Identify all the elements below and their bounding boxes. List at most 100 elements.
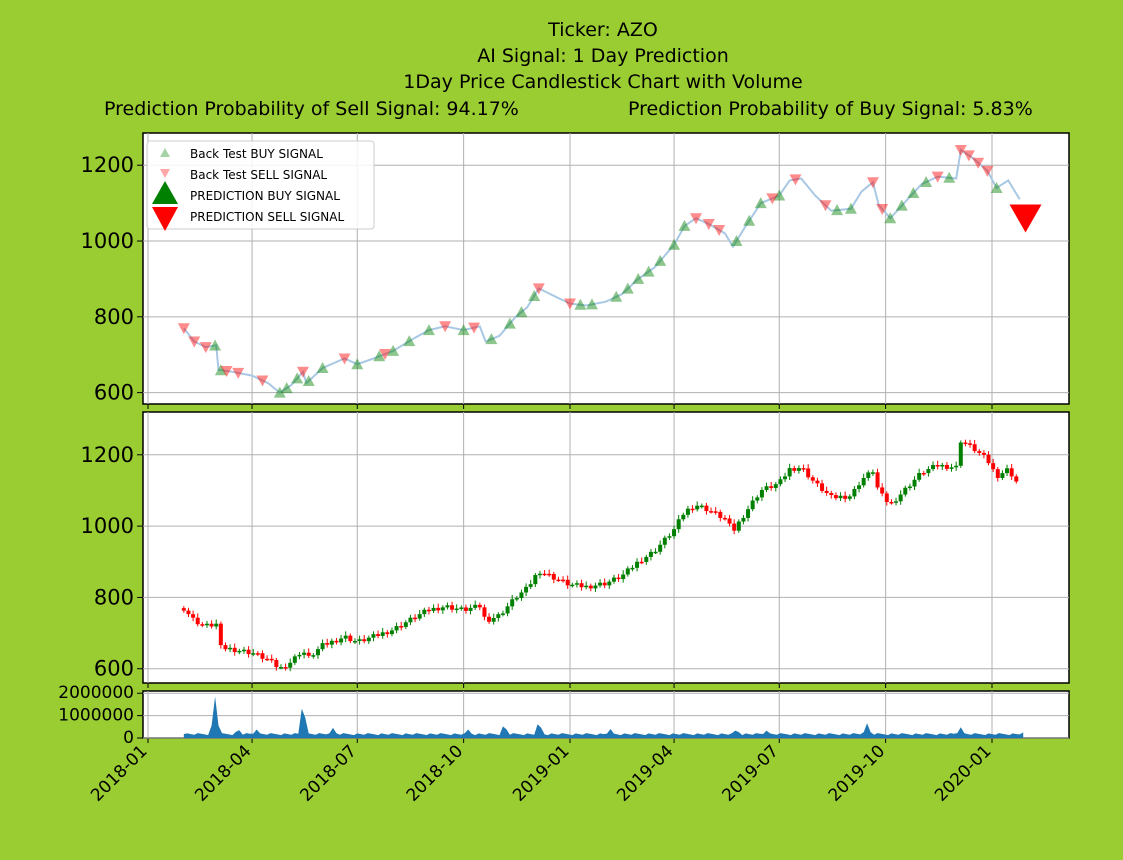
candle-body [242, 650, 246, 652]
title-line-2: AI Signal: 1 Day Prediction [477, 45, 729, 67]
candle-body [839, 496, 843, 498]
candle-body [395, 626, 399, 630]
candle-body [889, 502, 893, 504]
candle-body [237, 651, 241, 653]
candle-body [524, 587, 528, 593]
candle-body [931, 465, 935, 469]
legend-pred-buy-label: PREDICTION BUY SIGNAL [190, 189, 340, 203]
candle-body [515, 598, 519, 600]
candle-body [926, 469, 930, 473]
candle-body [663, 538, 667, 545]
candle-body [746, 509, 750, 518]
candle-body [556, 580, 560, 582]
candle-body [691, 509, 695, 511]
candle-body [580, 583, 584, 587]
candle-body [829, 493, 833, 495]
candle-body [367, 638, 371, 642]
candle-body [635, 562, 639, 568]
candle-body [547, 574, 551, 576]
x-tick-label: 2019-10 [825, 741, 889, 805]
candle-body [1000, 473, 1004, 478]
candle-body [621, 575, 625, 580]
candle-body [899, 495, 903, 502]
candle-body [566, 580, 570, 586]
candle-body [186, 611, 190, 615]
title-line-1: Ticker: AZO [547, 19, 658, 41]
y-tick-label: 1200 [81, 153, 134, 177]
candle-body [894, 501, 898, 503]
candle-body [552, 574, 556, 580]
candle-body [519, 592, 523, 598]
candle-body [459, 607, 463, 609]
candle-body [617, 578, 621, 580]
candle-body [408, 618, 412, 623]
candle-body [441, 607, 445, 610]
candle-body [279, 667, 283, 669]
candle-body [450, 605, 454, 609]
candle-body [469, 608, 473, 611]
candle-body [339, 639, 343, 643]
candle-body [506, 606, 510, 613]
candle-body [649, 552, 653, 557]
candle-body [913, 480, 917, 487]
candle-body [797, 468, 801, 471]
candle-body [755, 497, 759, 500]
candle-body [432, 608, 436, 611]
x-tick-label: 2018-07 [296, 741, 360, 805]
candle-body [182, 608, 186, 610]
candle-body [973, 444, 977, 451]
candle-body [543, 574, 547, 576]
candle-body [274, 660, 278, 667]
candle-body [478, 605, 482, 607]
candle-body [644, 557, 648, 562]
x-axis-ticks: 2018-01 2018-04 2018-07 2018-10 2019-01 2019-… [87, 741, 995, 805]
candle-body [843, 496, 847, 499]
candle-body [321, 643, 325, 649]
candle-body [996, 469, 1000, 478]
candle-body [256, 653, 260, 655]
candle-body [445, 605, 449, 607]
candle-body [353, 641, 357, 643]
candle-body [792, 468, 796, 471]
y-tick-label: 2000000 [58, 683, 134, 703]
candle-body [802, 468, 806, 470]
candle-body [788, 468, 792, 476]
candle-body [950, 467, 954, 469]
y-tick-label: 0 [123, 728, 134, 748]
candle-body [862, 478, 866, 485]
candle-body [196, 618, 200, 624]
candle-body [376, 634, 380, 636]
candle-body [223, 645, 227, 649]
candle-body [714, 511, 718, 513]
candle-body [987, 455, 991, 463]
candle-body [991, 463, 995, 469]
candle-body [584, 586, 588, 588]
candle-body [381, 632, 385, 636]
candle-body [672, 529, 676, 536]
candle-body [848, 496, 852, 498]
candle-body [205, 624, 209, 626]
candle-body [427, 610, 431, 612]
candle-body [422, 610, 426, 614]
candle-body [487, 617, 491, 622]
candle-body [297, 655, 301, 657]
candle-body [778, 479, 782, 484]
candle-body [302, 653, 306, 655]
candle-body [233, 648, 237, 652]
candle-body [630, 568, 634, 570]
candle-body [709, 511, 713, 513]
volume-panel: 010000002000000 [58, 683, 1069, 748]
legend-bt-sell-label: Back Test SELL SIGNAL [190, 168, 327, 182]
y-tick-label: 600 [94, 381, 134, 405]
candle-body [1014, 476, 1018, 481]
candle-body [866, 472, 870, 478]
candle-body [968, 443, 972, 445]
buy-probability: Prediction Probability of Buy Signal: 5.… [628, 98, 1033, 120]
candle-body [741, 518, 745, 522]
candle-body [307, 653, 311, 656]
candle-body [783, 476, 787, 479]
candle-body [908, 487, 912, 489]
candle-body [963, 443, 967, 445]
candle-body [214, 624, 218, 627]
